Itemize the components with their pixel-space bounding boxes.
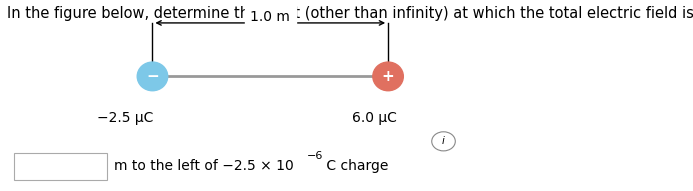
FancyBboxPatch shape bbox=[14, 153, 107, 180]
Text: i: i bbox=[442, 136, 445, 146]
Text: +: + bbox=[382, 69, 394, 84]
Text: 1.0 m: 1.0 m bbox=[250, 10, 290, 24]
Text: −: − bbox=[146, 69, 159, 84]
Text: In the figure below, determine the point (other than infinity) at which the tota: In the figure below, determine the point… bbox=[7, 6, 693, 21]
Text: C charge: C charge bbox=[322, 159, 389, 173]
Text: −6: −6 bbox=[307, 151, 324, 161]
Text: 6.0 μC: 6.0 μC bbox=[352, 111, 396, 125]
Ellipse shape bbox=[373, 62, 403, 91]
Ellipse shape bbox=[137, 62, 168, 91]
Text: m to the left of −2.5 × 10: m to the left of −2.5 × 10 bbox=[114, 159, 294, 173]
Text: −2.5 μC: −2.5 μC bbox=[96, 111, 153, 125]
